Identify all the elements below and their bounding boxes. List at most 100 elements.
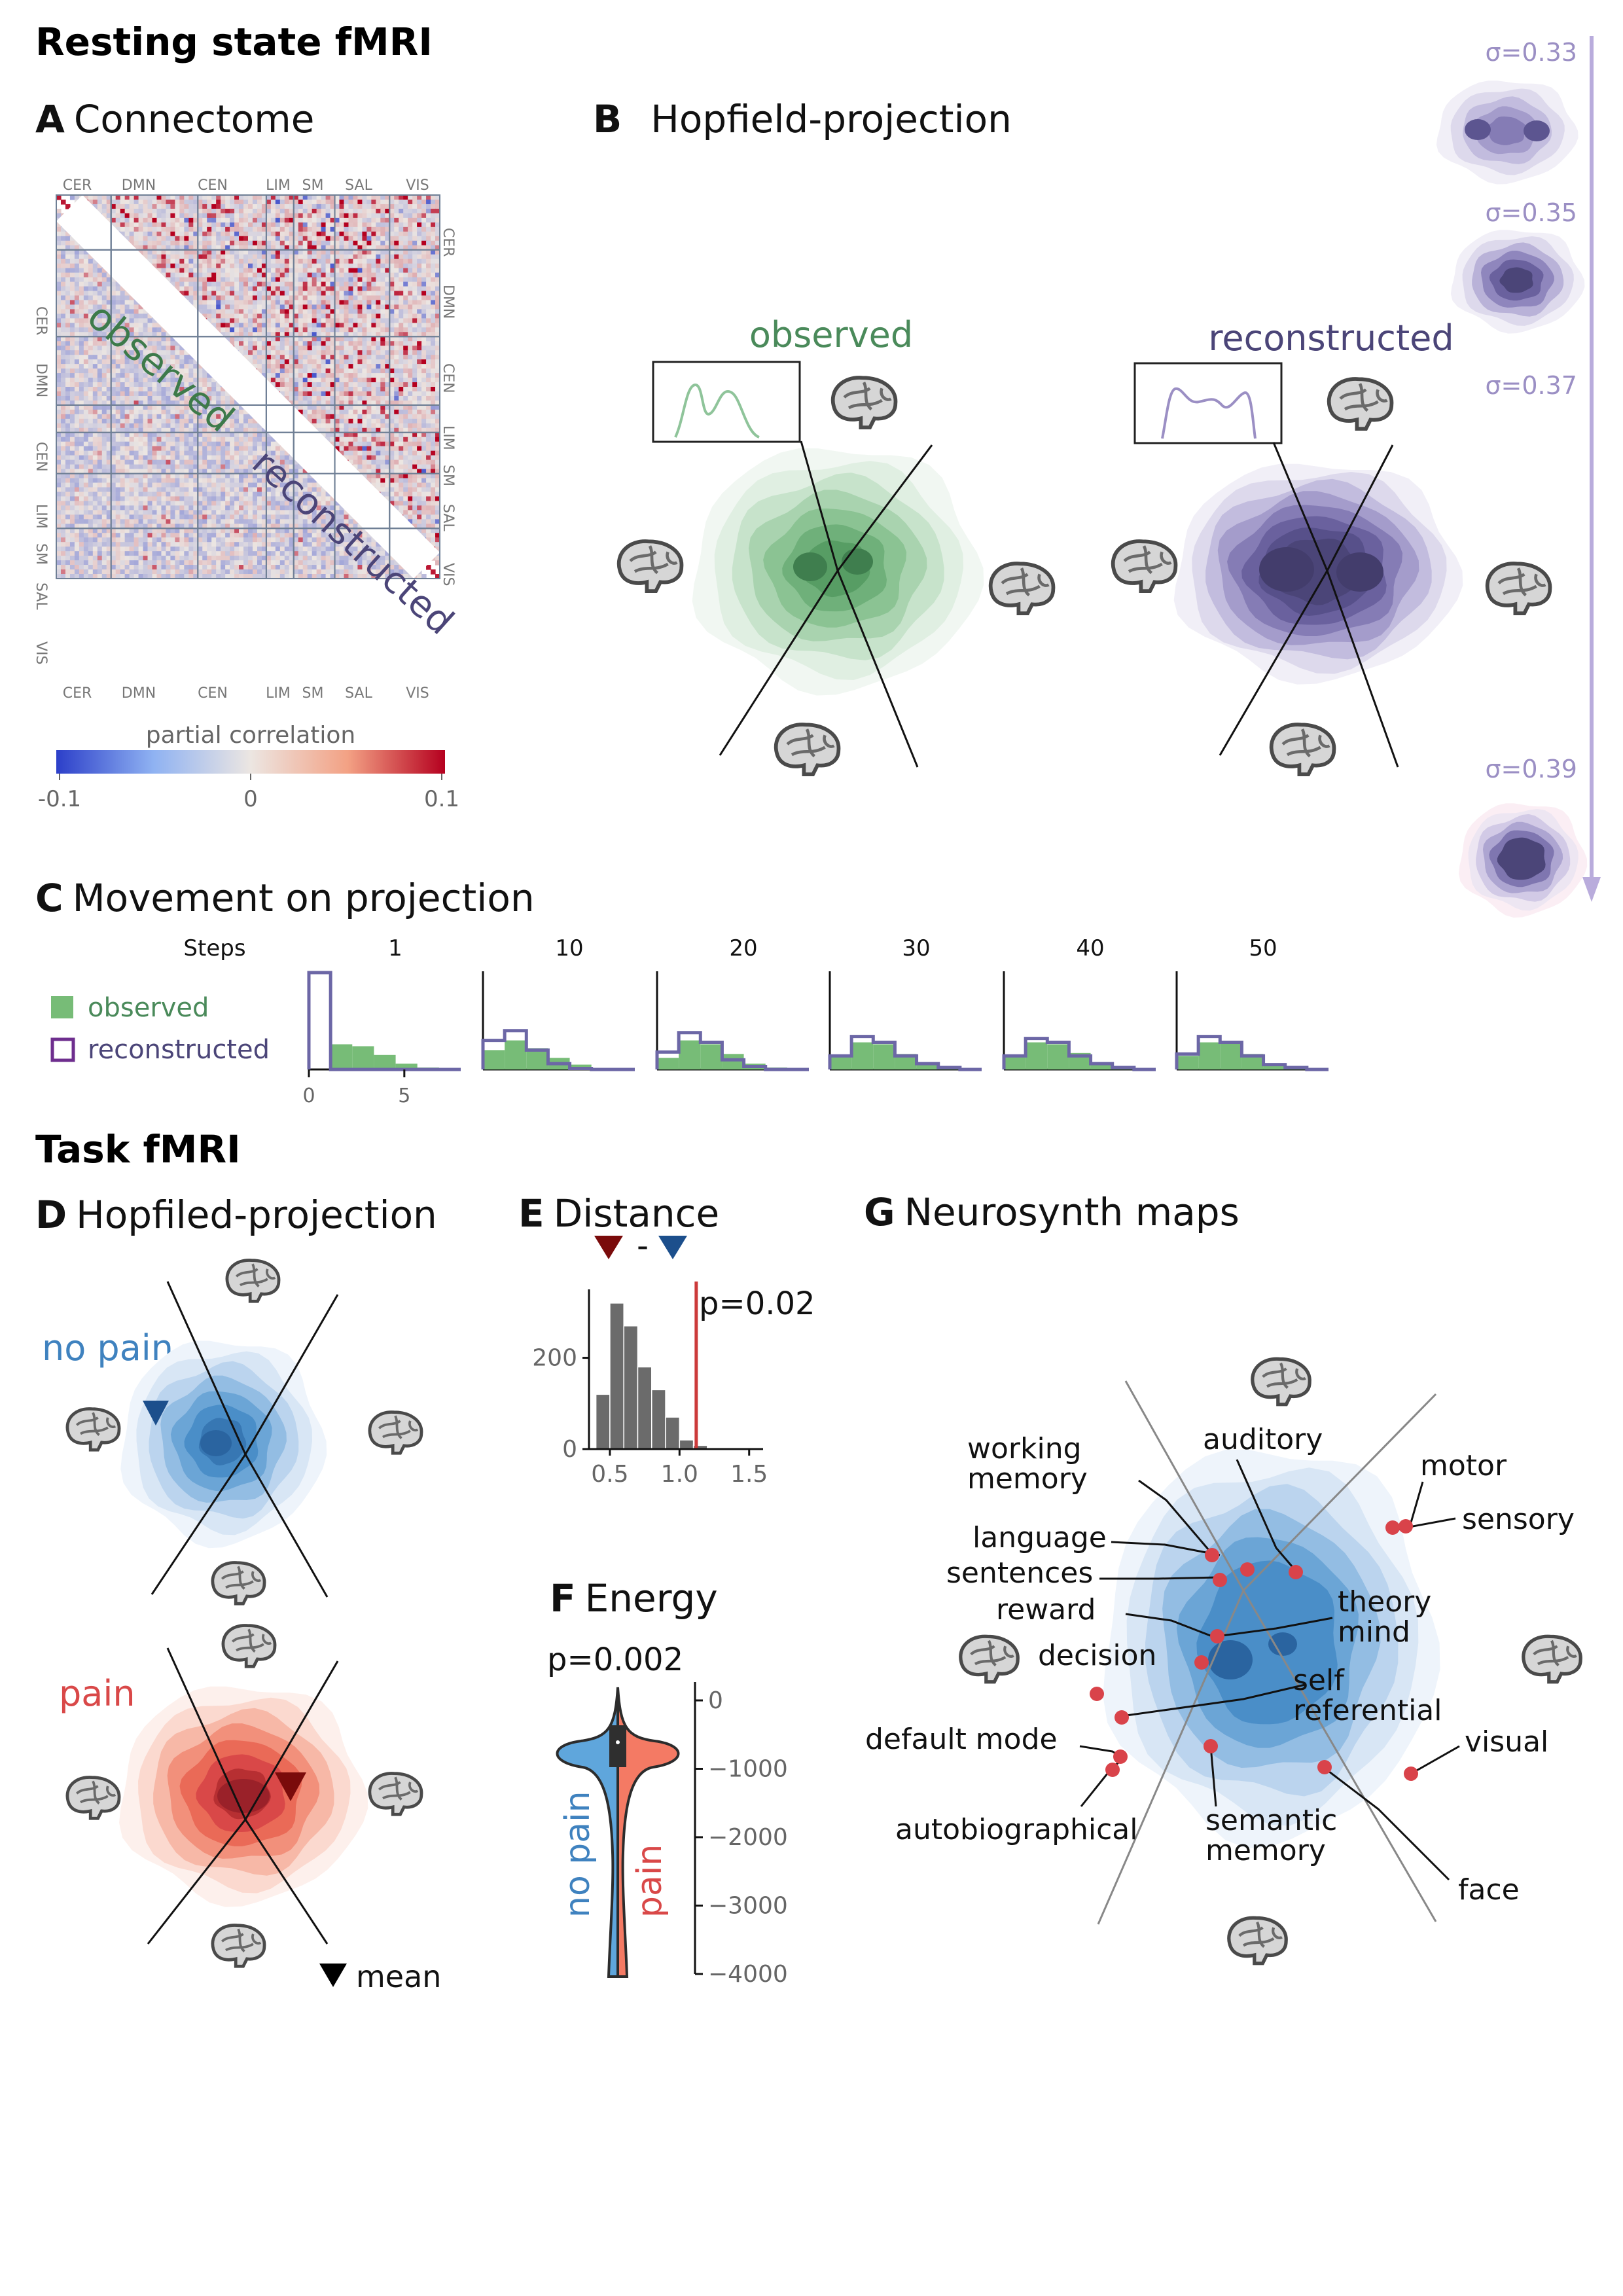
sigma-arrow-head [1582,877,1601,902]
matrix-left-label: VIS [33,641,49,665]
panel-a-title: A Connectome [35,97,315,141]
mean-legend-label: mean [356,1959,441,1994]
matrix-right-label: LIM [440,425,456,450]
term-dot [1090,1687,1104,1701]
matrix-top-label: LIM [266,177,291,194]
movement-reconstructed-step [828,1035,982,1071]
neurosynth-labels: working memory auditory motor sensory la… [865,1423,1575,1907]
movement-reconstructed-step [655,1031,809,1071]
observed-projection-axes [719,440,933,768]
no-pain-triangle-icon [658,1236,687,1259]
movement-observed-bar [352,1046,374,1069]
matrix-top-label: SAL [345,177,372,194]
energy-y-tick: −3000 [708,1893,788,1920]
brain-icon [213,1925,264,1966]
pain-label: pain [59,1673,135,1714]
colorbar-label: partial correlation [146,722,356,749]
energy-y-tick: −1000 [708,1756,788,1783]
term-theory-mind-1: theory [1338,1585,1431,1619]
no-pain-axes [151,1281,339,1598]
observed-inset-curve [674,384,760,439]
panel-f-title: F Energy [550,1576,718,1621]
movement-x-tick: 5 [398,1085,410,1107]
term-language: language [972,1521,1107,1554]
brain-icon [370,1412,421,1453]
observed-inset-box [652,361,801,443]
term-dot [1213,1573,1227,1587]
mean-legend-marker [319,1964,347,1987]
brain-icon [1253,1359,1310,1404]
matrix-left-label: SAL [33,583,49,610]
brain-icon [1524,1636,1580,1681]
movement-observed-bar [1220,1042,1242,1069]
matrix-right-label: SAL [440,504,456,531]
brain-icon [833,378,896,427]
matrix-top-label: VIS [406,177,429,194]
brain-icon [227,1260,279,1301]
brain-icon [776,725,839,774]
pain-triangle-icon [594,1236,623,1259]
energy-y-tick: −2000 [708,1824,788,1851]
colorbar-tick-zero: 0 [243,786,258,812]
violin-pain-label: pain [630,1844,669,1918]
movement-observed-bar [1241,1054,1264,1069]
matrix-top-label: CER [63,177,92,194]
pain-axes [147,1647,339,1945]
term-visual: visual [1465,1725,1548,1759]
colorbar-tick-min: -0.1 [38,786,81,812]
term-working-memory-1: working [967,1432,1082,1465]
matrix-right-label: CEN [440,363,456,393]
energy-y-tick: 0 [708,1687,723,1714]
term-dot [1205,1548,1219,1562]
movement-observed-bar [679,1040,701,1069]
matrix-left-label: LIM [33,504,49,529]
legend-reconstructed-swatch [50,1037,75,1062]
violin-no-pain [556,1687,619,1978]
matrix-right-label: CER [440,228,456,257]
distance-bar [623,1325,639,1450]
brain-icon [1329,379,1392,429]
movement-observed-bar [1047,1044,1069,1069]
distance-bar [609,1302,624,1450]
matrix-top-label: CEN [198,177,228,194]
movement-step-label: 10 [555,935,583,961]
kde-reconstructed [1173,463,1463,685]
panel-e-title: E Distance [518,1191,720,1236]
matrix-left-label: DMN [33,363,49,397]
matrix-bottom-label: CER [63,685,92,702]
violin-pain [616,1687,680,1978]
brain-icon [619,541,682,591]
distance-x-tick: 0.5 [591,1461,628,1488]
term-self-referential-1: self [1293,1664,1345,1697]
no-pain-mean-marker [143,1401,169,1426]
distance-y-tick: 200 [532,1345,577,1372]
matrix-bottom-label: SAL [345,685,372,702]
term-self-referential-2: referential [1293,1694,1442,1727]
movement-observed-bar [505,1040,527,1069]
brain-icon [1488,564,1550,613]
sigma-label-2: σ=0.35 [1485,198,1577,227]
term-dot [1385,1520,1400,1535]
colorbar-tick-max: 0.1 [424,786,459,812]
movement-observed-bar [1004,1056,1026,1069]
brain-icon [67,1408,119,1450]
movement-observed-bar [374,1054,396,1069]
connectome-network-labels: CER CER CER CER DMN DMN DMN DMN CEN CEN CEN CEN LIM L… [33,177,456,702]
term-face: face [1458,1873,1520,1907]
neurosynth-axes [1097,1380,1437,1925]
matrix-right-label: SM [440,465,456,486]
term-motor: motor [1420,1449,1507,1482]
movement-step-label: 30 [902,935,930,961]
matrix-left-label: CER [33,306,49,336]
movement-reconstructed-step [1175,1035,1329,1071]
matrix-bottom-label: DMN [122,685,156,702]
distance-bar [651,1389,666,1450]
sigma-label-3: σ=0.37 [1485,371,1577,400]
movement-observed-bar [830,1056,852,1069]
distance-pvalue: p=0.02 [699,1285,815,1322]
term-dot [1399,1519,1413,1534]
movement-observed-bar [1198,1042,1221,1069]
reconstructed-projection-axes [1219,442,1399,768]
matrix-bottom-label: LIM [266,685,291,702]
